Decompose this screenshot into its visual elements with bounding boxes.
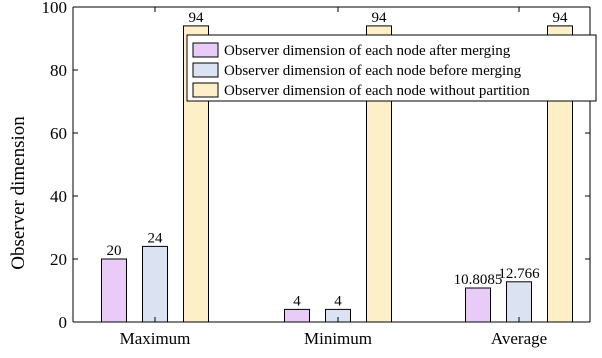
legend: Observer dimension of each node after me… [186, 34, 597, 102]
bar-s1-maximum [142, 245, 168, 323]
x-tick-label-average: Average [491, 329, 547, 348]
bar-s0-minimum [284, 308, 310, 323]
y-tick-label-40: 40 [50, 187, 67, 206]
legend-label-2: Observer dimension of each node without … [224, 83, 530, 99]
legend-label-0: Observer dimension of each node after me… [224, 43, 511, 59]
data-label-s0-maximum: 20 [107, 243, 122, 259]
legend-swatch-0 [192, 42, 219, 58]
legend-swatch-2 [192, 82, 219, 98]
y-tick-label-80: 80 [50, 61, 67, 80]
data-label-s2-average: 94 [553, 10, 569, 26]
data-label-s0-average: 10.8085 [454, 272, 503, 288]
data-label-s2-minimum: 94 [372, 10, 388, 26]
data-label-s1-average: 12.766 [498, 266, 540, 282]
legend-box [186, 34, 597, 102]
y-tick-label-20: 20 [50, 250, 67, 269]
legend-label-1: Observer dimension of each node before m… [224, 63, 522, 79]
y-tick-label-0: 0 [59, 313, 68, 332]
data-label-s1-minimum: 4 [334, 293, 342, 309]
data-label-s0-minimum: 4 [293, 293, 301, 309]
y-tick-label-100: 100 [42, 0, 68, 17]
y-axis-label: Observer dimension [8, 116, 29, 270]
x-tick-label-minimum: Minimum [304, 329, 372, 348]
bar-s0-average [465, 287, 491, 323]
y-tick-label-60: 60 [50, 124, 67, 143]
x-tick-label-maximum: Maximum [120, 329, 191, 348]
plot-area: 20 4 10.8085 24 4 12.766 94 94 94 0 20 40 60 80 100 Max… [42, 0, 597, 348]
data-label-s1-maximum: 24 [148, 230, 164, 246]
data-label-s2-maximum: 94 [189, 10, 205, 26]
bar-s0-maximum [101, 258, 127, 323]
bar-s1-average [506, 281, 532, 323]
legend-swatch-1 [192, 62, 219, 78]
